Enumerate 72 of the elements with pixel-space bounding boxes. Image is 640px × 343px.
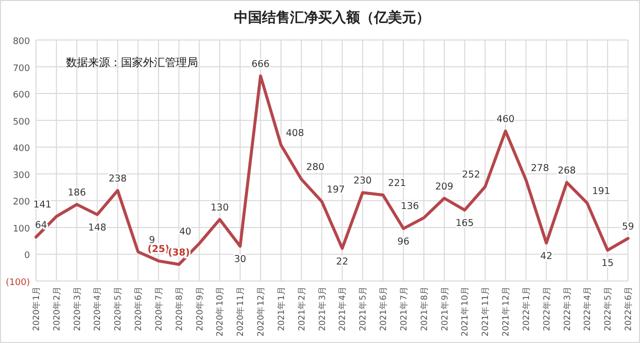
data-label: (25) xyxy=(148,244,170,255)
x-tick-label: 2021年7月 xyxy=(398,286,410,332)
data-label: 64 xyxy=(34,220,48,232)
data-label: 96 xyxy=(397,236,410,248)
data-label: 148 xyxy=(88,222,106,234)
data-label: 22 xyxy=(336,256,348,268)
data-label: 268 xyxy=(558,165,576,176)
x-tick-label: 2020年11月 xyxy=(235,286,246,336)
x-tick-label: 2022年1月 xyxy=(520,286,532,332)
data-label: 59 xyxy=(622,221,634,232)
y-tick-label: 400 xyxy=(12,144,30,154)
x-tick-label: 2022年6月 xyxy=(623,286,634,332)
data-label: 42 xyxy=(540,250,552,262)
x-tick-label: 2021年12月 xyxy=(500,286,512,336)
x-tick-label: 2021年3月 xyxy=(316,286,328,332)
x-tick-label: 2021年10月 xyxy=(460,286,471,336)
data-label: 230 xyxy=(354,176,372,187)
x-tick-label: 2022年4月 xyxy=(582,286,594,332)
data-label: 30 xyxy=(234,254,246,266)
x-tick-label: 2020年6月 xyxy=(133,286,144,332)
chart-title: 中国结售汇净买入额（亿美元） xyxy=(234,9,430,26)
data-label: 15 xyxy=(602,258,614,270)
x-tick-label: 2020年3月 xyxy=(72,286,83,332)
data-label: 40 xyxy=(179,226,192,238)
data-label: (38) xyxy=(168,247,190,258)
x-tick-label: 2020年10月 xyxy=(214,286,226,336)
x-tick-label: 2020年4月 xyxy=(92,286,104,332)
x-tick-label: 2021年6月 xyxy=(378,286,390,332)
x-tick-label: 2021年1月 xyxy=(276,286,287,332)
data-label: 238 xyxy=(108,173,127,184)
x-tick-label: 2021年4月 xyxy=(337,286,348,332)
data-label: 165 xyxy=(456,218,474,230)
x-tick-label: 2021年2月 xyxy=(296,286,308,332)
y-tick-label: 0 xyxy=(24,251,30,262)
data-label: 278 xyxy=(530,162,549,174)
x-tick-label: 2022年5月 xyxy=(602,286,614,332)
x-tick-label: 2020年12月 xyxy=(256,286,267,336)
data-label: 221 xyxy=(388,178,406,190)
x-tick-label: 2020年7月 xyxy=(153,286,164,332)
x-tick-label: 2021年5月 xyxy=(358,286,369,332)
data-label: 666 xyxy=(251,58,270,70)
y-tick-label: (100) xyxy=(6,278,30,288)
data-label: 460 xyxy=(496,114,515,126)
annotation: 数据来源：国家外汇管理局 xyxy=(66,56,198,69)
y-tick-label: 200 xyxy=(12,198,30,208)
x-tick-label: 2020年2月 xyxy=(51,286,62,332)
data-label: 280 xyxy=(306,162,324,174)
x-tick-label: 2020年9月 xyxy=(194,286,206,332)
x-tick-label: 2021年11月 xyxy=(480,286,492,336)
data-label: 408 xyxy=(286,128,304,139)
data-label: 252 xyxy=(462,170,480,181)
x-tick-label: 2020年8月 xyxy=(174,286,185,332)
data-label: 9 xyxy=(149,234,156,246)
x-tick-label: 2020年5月 xyxy=(112,286,124,332)
data-label: 136 xyxy=(400,200,419,212)
data-label: 130 xyxy=(210,202,229,214)
x-tick-label: 2022年3月 xyxy=(562,286,573,332)
y-tick-label: 600 xyxy=(12,90,30,101)
x-tick-label: 2022年2月 xyxy=(541,286,552,332)
y-tick-label: 300 xyxy=(12,170,30,181)
x-tick-label: 2021年8月 xyxy=(418,286,430,332)
y-tick-label: 100 xyxy=(12,224,30,234)
data-label: 141 xyxy=(33,199,52,210)
data-label: 209 xyxy=(435,181,454,192)
data-label: 197 xyxy=(326,184,345,196)
x-tick-label: 2021年9月 xyxy=(439,286,450,332)
x-tick-label: 2020年1月 xyxy=(31,286,42,332)
y-tick-label: 800 xyxy=(12,37,30,47)
data-label: 186 xyxy=(68,187,86,198)
y-tick-label: 500 xyxy=(12,117,30,128)
data-label: 191 xyxy=(592,186,610,198)
y-tick-label: 700 xyxy=(12,64,30,74)
